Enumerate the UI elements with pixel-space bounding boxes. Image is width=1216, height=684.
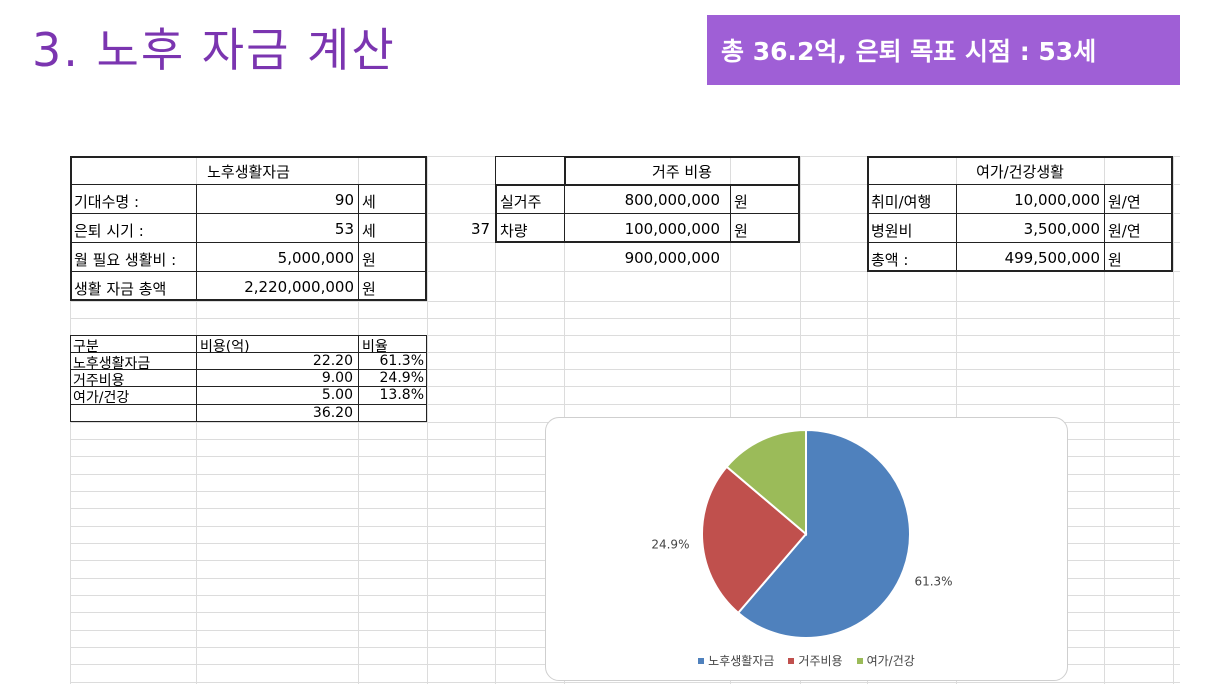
housing-value-home: 800,000,000	[624, 191, 720, 209]
living-value-life: 90	[334, 191, 354, 209]
leisure-unit-total: 원	[1108, 251, 1122, 269]
summary-row-3-label: 여가/건강	[73, 390, 130, 406]
pie-slice-1	[736, 428, 911, 639]
pie-data-label-2: 24.9%	[651, 538, 689, 552]
leisure-label-hobby: 취미/여행	[871, 193, 932, 211]
summary-row-3-cost: 5.00	[321, 387, 353, 403]
living-value-retire: 53	[334, 220, 354, 238]
legend-item-1: 노후생활자금	[698, 652, 774, 669]
living-label-retire: 은퇴 시기 :	[74, 222, 144, 240]
housing-label-car: 차량	[500, 222, 528, 240]
housing-table-header: 거주 비용	[652, 163, 712, 181]
pie-data-label-1: 61.3%	[914, 574, 952, 588]
chart-legend: 노후생활자금 거주비용 여가/건강	[546, 652, 1067, 669]
leisure-unit-hobby: 원/연	[1108, 193, 1141, 211]
summary-row-1-ratio: 61.3%	[379, 353, 424, 369]
leisure-table-header: 여가/건강생활	[976, 163, 1064, 181]
summary-table	[70, 335, 427, 422]
summary-row-3-ratio: 13.8%	[379, 387, 424, 403]
living-label-monthly: 월 필요 생활비 :	[74, 251, 177, 269]
summary-row-1-label: 노후생활자금	[73, 356, 151, 372]
summary-col-ratio: 비율	[362, 339, 388, 355]
pie-slice-3	[725, 428, 807, 537]
legend-label: 거주비용	[798, 654, 843, 668]
legend-swatch	[788, 657, 795, 664]
living-label-total: 생활 자금 총액	[74, 280, 167, 298]
legend-swatch	[698, 657, 705, 664]
summary-col-category: 구분	[73, 339, 99, 355]
living-unit-life: 세	[362, 193, 376, 211]
legend-label: 여가/건강	[866, 654, 915, 668]
legend-item-2: 거주비용	[788, 652, 843, 669]
leisure-value-hobby: 10,000,000	[1014, 191, 1100, 209]
summary-total-cost: 36.20	[312, 405, 353, 421]
housing-side-number: 37	[471, 220, 491, 238]
summary-row-2-ratio: 24.9%	[379, 370, 424, 386]
legend-label: 노후생활자금	[708, 654, 775, 668]
slide-title: 3. 노후 자금 계산	[32, 23, 396, 77]
housing-total: 900,000,000	[624, 249, 720, 267]
legend-swatch	[856, 657, 863, 664]
living-unit-monthly: 원	[362, 251, 376, 269]
summary-row-1-cost: 22.20	[312, 353, 353, 369]
living-cost-table	[70, 156, 427, 301]
pie-slice-2	[701, 465, 808, 615]
housing-unit-car: 원	[734, 222, 748, 240]
leisure-value-total: 499,500,000	[1004, 249, 1100, 267]
leisure-table	[867, 156, 1173, 272]
living-label-life: 기대수명 :	[74, 193, 140, 211]
living-value-monthly: 5,000,000	[277, 249, 354, 267]
leisure-value-hospital: 3,500,000	[1023, 220, 1100, 238]
housing-value-car: 100,000,000	[624, 220, 720, 238]
summary-banner: 총 36.2억, 은퇴 목표 시점 : 53세	[707, 15, 1180, 85]
leisure-label-total: 총액 :	[871, 251, 909, 269]
housing-unit-home: 원	[734, 193, 748, 211]
summary-row-2-label: 거주비용	[73, 373, 125, 389]
living-table-header: 노후생활자금	[207, 163, 290, 181]
living-unit-total: 원	[362, 280, 376, 298]
living-unit-retire: 세	[362, 222, 376, 240]
legend-item-3: 여가/건강	[856, 652, 915, 669]
housing-label-home: 실거주	[500, 193, 542, 211]
pie-chart: 61.3%24.9%13.8%	[651, 428, 953, 639]
living-value-total: 2,220,000,000	[244, 278, 354, 296]
summary-row-2-cost: 9.00	[321, 370, 353, 386]
leisure-unit-hospital: 원/연	[1108, 222, 1141, 240]
summary-col-cost: 비용(억)	[200, 339, 250, 355]
leisure-label-hospital: 병원비	[871, 222, 913, 240]
